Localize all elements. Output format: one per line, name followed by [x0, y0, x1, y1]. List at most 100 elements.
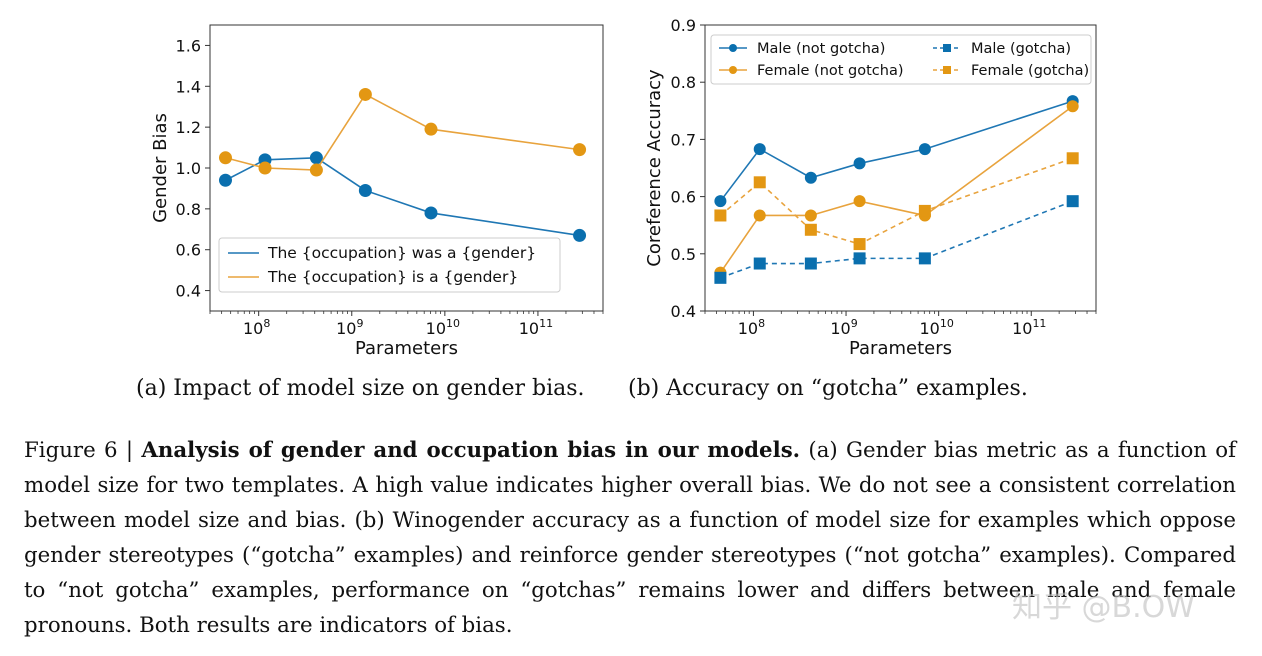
- data-point: [309, 163, 323, 177]
- x-tick-exponent: 11: [539, 317, 553, 330]
- legend-label: Female (not gotcha): [757, 63, 904, 79]
- legend-box: [218, 237, 561, 293]
- data-point: [853, 195, 866, 208]
- x-tick-base: 10: [426, 319, 446, 338]
- x-tick-exponent: 9: [851, 317, 858, 330]
- y-tick-label: 0.4: [176, 282, 201, 301]
- figure-caption-label: Figure 6 |: [24, 438, 142, 463]
- x-axis-label: Parameters: [849, 338, 952, 359]
- x-tick-label: 1010: [426, 317, 460, 338]
- y-tick-label: 0.4: [671, 302, 696, 321]
- data-point: [753, 209, 766, 222]
- data-point: [573, 143, 587, 157]
- data-point: [1066, 152, 1079, 165]
- data-point: [804, 223, 817, 236]
- y-tick-label: 1.4: [176, 77, 201, 96]
- y-tick-label: 0.5: [671, 245, 696, 264]
- plot-frame: [704, 24, 1097, 312]
- series-line-1: [719, 105, 1074, 274]
- y-tick-label: 0.6: [671, 188, 696, 207]
- data-point: [218, 151, 232, 165]
- x-tick-exponent: 8: [263, 317, 270, 330]
- x-tick-label: 109: [336, 317, 363, 338]
- legend-label: The {occupation} is a {gender}: [267, 268, 518, 286]
- watermark: 知乎 @B.OW: [1012, 590, 1195, 625]
- x-tick-label: 108: [738, 317, 765, 338]
- y-tick-label: 0.6: [176, 241, 201, 260]
- x-tick-base: 10: [1012, 319, 1032, 338]
- x-tick-exponent: 10: [940, 317, 954, 330]
- x-tick-base: 10: [243, 319, 263, 338]
- data-point: [358, 183, 372, 197]
- legend-marker: [943, 44, 951, 52]
- data-point: [714, 195, 727, 208]
- legend-marker: [943, 66, 951, 74]
- y-tick-label: 0.8: [671, 73, 696, 92]
- x-tick-label: 109: [830, 317, 857, 338]
- data-point: [753, 257, 766, 270]
- legend-marker: [729, 66, 737, 74]
- data-point: [753, 143, 766, 156]
- legend-box: [710, 34, 1092, 85]
- data-point: [853, 157, 866, 170]
- figure-caption: Figure 6 | Analysis of gender and occupa…: [24, 434, 1236, 643]
- data-point: [714, 209, 727, 222]
- x-tick-base: 10: [919, 319, 939, 338]
- data-point: [258, 161, 272, 175]
- legend-label: Male (gotcha): [971, 41, 1071, 57]
- data-point: [1066, 100, 1079, 113]
- y-tick-label: 0.9: [671, 16, 696, 35]
- legend-label: Female (gotcha): [971, 63, 1089, 79]
- data-point: [424, 122, 438, 136]
- data-point: [424, 206, 438, 220]
- x-tick-label: 1011: [519, 317, 553, 338]
- figure-caption-body: (a) Gender bias metric as a function of …: [24, 438, 1236, 638]
- data-point: [804, 209, 817, 222]
- subcaption-b: (b) Accuracy on “gotcha” examples.: [628, 376, 1028, 401]
- data-point: [309, 151, 323, 165]
- legend-marker: [729, 44, 737, 52]
- x-tick-exponent: 10: [446, 317, 460, 330]
- data-point: [804, 171, 817, 184]
- x-tick-base: 10: [519, 319, 539, 338]
- data-point: [218, 173, 232, 187]
- x-tick-label: 108: [243, 317, 270, 338]
- series-line-0: [225, 156, 580, 237]
- y-tick-label: 1.0: [176, 159, 201, 178]
- data-point: [918, 204, 931, 217]
- data-point: [918, 252, 931, 265]
- data-point: [714, 271, 727, 284]
- data-point: [918, 143, 931, 156]
- legend-label: The {occupation} was a {gender}: [267, 244, 536, 262]
- y-tick-label: 1.6: [176, 36, 201, 55]
- x-tick-exponent: 8: [758, 317, 765, 330]
- x-tick-label: 1010: [919, 317, 953, 338]
- x-tick-base: 10: [336, 319, 356, 338]
- subcaption-a: (a) Impact of model size on gender bias.: [136, 376, 585, 401]
- x-tick-exponent: 11: [1032, 317, 1046, 330]
- data-point: [853, 238, 866, 251]
- data-point: [1066, 195, 1079, 208]
- series-line-2: [720, 200, 1073, 279]
- data-point: [853, 252, 866, 265]
- data-point: [358, 87, 372, 101]
- x-axis-label: Parameters: [355, 338, 458, 359]
- figure-caption-title: Analysis of gender and occupation bias i…: [141, 438, 801, 463]
- x-tick-base: 10: [830, 319, 850, 338]
- y-tick-label: 0.8: [176, 200, 201, 219]
- y-axis-label: Gender Bias: [150, 113, 171, 223]
- data-point: [804, 257, 817, 270]
- x-tick-label: 1011: [1012, 317, 1046, 338]
- series-line-3: [719, 157, 1073, 245]
- series-line-1: [225, 93, 580, 171]
- y-axis-label: Coreference Accuracy: [644, 69, 665, 267]
- x-tick-base: 10: [738, 319, 758, 338]
- data-point: [753, 176, 766, 189]
- x-tick-exponent: 9: [356, 317, 363, 330]
- legend-label: Male (not gotcha): [757, 41, 885, 57]
- y-tick-label: 0.7: [671, 130, 696, 149]
- data-point: [573, 228, 587, 242]
